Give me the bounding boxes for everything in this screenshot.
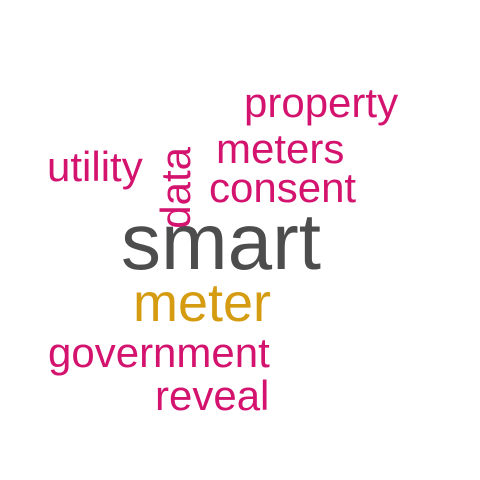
word-government: government	[48, 329, 270, 376]
word-reveal: reveal	[155, 372, 270, 419]
word-utility: utility	[47, 143, 143, 190]
word-property: property	[244, 79, 399, 126]
word-meter: meter	[133, 273, 272, 333]
word-consent: consent	[209, 164, 357, 211]
word-smart: smart	[121, 197, 321, 286]
word-meters: meters	[216, 125, 345, 172]
